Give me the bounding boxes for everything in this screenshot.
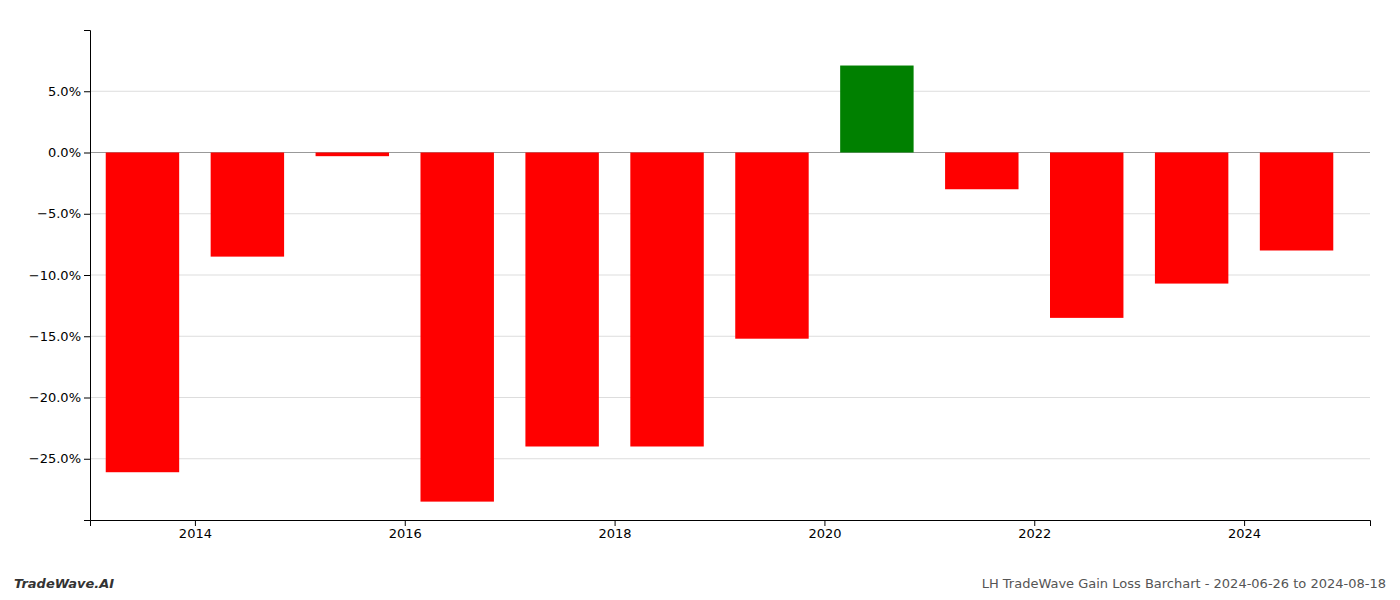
y-tick: 5.0% [48, 84, 90, 99]
y-tick: −5.0% [37, 206, 90, 221]
x-axis-line [91, 521, 1371, 527]
y-tick-label: −20.0% [29, 390, 81, 405]
grid-line [90, 91, 1370, 92]
bar [420, 153, 493, 502]
x-tick-mark [405, 520, 406, 526]
y-tick-label: −10.0% [29, 268, 81, 283]
y-tick-label: 5.0% [48, 84, 81, 99]
x-tick: 2024 [1228, 520, 1261, 541]
x-tick: 2014 [179, 520, 212, 541]
bar [1260, 153, 1333, 251]
bar [945, 153, 1018, 190]
y-tick-mark [84, 153, 90, 154]
y-tick-mark [84, 275, 90, 276]
y-tick-label: −25.0% [29, 451, 81, 466]
y-tick-mark [84, 459, 90, 460]
footer-left: TradeWave.AI [14, 576, 114, 591]
y-tick-mark [84, 336, 90, 337]
y-tick: −15.0% [29, 329, 90, 344]
y-tick-label: −5.0% [37, 206, 81, 221]
chart: 2014 2016 2018 2020 2022 2024 −25.0% −20.0% −15.… [0, 0, 1400, 600]
y-tick-mark [84, 91, 90, 92]
bar [211, 153, 284, 257]
bar [106, 153, 179, 473]
y-tick-mark [84, 214, 90, 215]
y-axis: −25.0% −20.0% −15.0% −10.0% −5.0% 0.0% 5.0% [29, 31, 91, 521]
x-tick-label: 2016 [389, 526, 422, 541]
bar [525, 153, 598, 447]
bar [735, 153, 808, 339]
bar [316, 153, 389, 157]
y-tick-label: 0.0% [48, 145, 81, 160]
y-axis-line [84, 31, 91, 521]
x-tick: 2020 [808, 520, 841, 541]
x-axis: 2014 2016 2018 2020 2022 2024 [91, 520, 1371, 541]
bar [630, 153, 703, 447]
y-tick: −20.0% [29, 390, 90, 405]
y-tick: −10.0% [29, 268, 90, 283]
x-tick-label: 2014 [179, 526, 212, 541]
x-tick: 2016 [389, 520, 422, 541]
x-tick-label: 2022 [1018, 526, 1051, 541]
x-tick-mark [195, 520, 196, 526]
bars [106, 66, 1334, 502]
x-tick-label: 2024 [1228, 526, 1261, 541]
y-tick-mark [84, 398, 90, 399]
bar [1155, 153, 1228, 284]
x-tick: 2018 [599, 520, 632, 541]
y-tick: −25.0% [29, 451, 90, 466]
y-tick: 0.0% [48, 145, 90, 160]
x-tick-label: 2020 [808, 526, 841, 541]
grid [90, 91, 1370, 459]
x-tick-label: 2018 [599, 526, 632, 541]
x-tick-mark [615, 520, 616, 526]
x-tick: 2022 [1018, 520, 1051, 541]
y-tick-label: −15.0% [29, 329, 81, 344]
x-tick-mark [824, 520, 825, 526]
bar [840, 66, 913, 153]
grid-line [90, 458, 1370, 459]
x-tick-mark [1034, 520, 1035, 526]
grid-line [90, 397, 1370, 398]
x-tick-mark [1244, 520, 1245, 526]
footer-right: LH TradeWave Gain Loss Barchart - 2024-0… [982, 576, 1386, 591]
plot-area: 2014 2016 2018 2020 2022 2024 −25.0% −20.0% −15.… [29, 31, 1371, 542]
grid-line [90, 336, 1370, 337]
bar [1050, 153, 1123, 318]
